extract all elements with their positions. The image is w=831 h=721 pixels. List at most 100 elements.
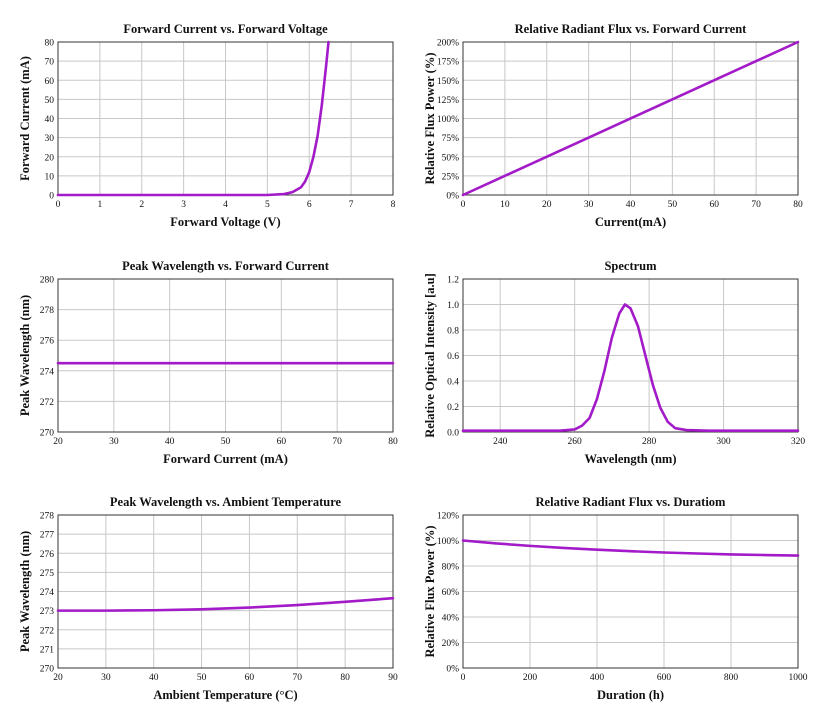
x-tick-label: 90	[388, 673, 398, 683]
x-tick-label: 0	[461, 200, 466, 210]
series-line	[461, 40, 800, 197]
y-axis-label: Peak Wavelength (nm)	[18, 295, 32, 416]
y-tick-label: 125%	[437, 96, 459, 106]
y-tick-label: 0%	[446, 192, 459, 202]
chart-2: 0 10 20 30 40 50 60 70 80 0% 25% 50% 75% 100% 125% 150%…	[423, 22, 803, 229]
x-tick-label: 320	[791, 437, 806, 447]
x-tick-label: 50	[197, 673, 207, 683]
chart-title: Forward Current vs. Forward Voltage	[123, 22, 328, 36]
y-tick-label: 120%	[437, 512, 459, 522]
y-tick-label: 20	[45, 153, 55, 163]
x-tick-label: 20	[53, 673, 63, 683]
y-tick-label: 60	[45, 77, 55, 87]
y-tick-label: 274	[40, 367, 55, 377]
x-tick-label: 80	[340, 673, 350, 683]
chart-title: Relative Radiant Flux vs. Duratiom	[536, 495, 727, 509]
y-tick-label: 200%	[437, 39, 459, 49]
x-tick-label: 50	[221, 437, 231, 447]
x-tick-label: 60	[710, 200, 720, 210]
y-axis-label: Relative Flux Power (%)	[423, 525, 437, 657]
y-tick-label: 150%	[437, 77, 459, 87]
plot-frame	[57, 278, 394, 433]
x-tick-label: 260	[568, 437, 583, 447]
x-tick-label: 300	[716, 437, 731, 447]
y-tick-label: 40%	[442, 614, 460, 624]
plot-frame	[462, 41, 799, 196]
x-tick-label: 80	[388, 437, 398, 447]
x-tick-label: 30	[101, 673, 111, 683]
x-axis-label: Current(mA)	[595, 215, 666, 229]
x-axis-label: Forward Current (mA)	[163, 452, 288, 466]
y-tick-label: 0.0	[447, 429, 459, 439]
x-tick-label: 40	[626, 200, 636, 210]
y-tick-label: 100%	[437, 115, 459, 125]
x-tick-label: 2	[139, 200, 144, 210]
x-tick-label: 240	[493, 437, 508, 447]
x-tick-label: 60	[245, 673, 255, 683]
plot-frame	[462, 514, 799, 669]
y-tick-label: 274	[40, 588, 55, 598]
y-tick-label: 277	[40, 531, 55, 541]
x-tick-label: 0	[56, 200, 61, 210]
y-tick-label: 50%	[442, 153, 460, 163]
x-tick-label: 8	[391, 200, 396, 210]
series-line	[56, 40, 330, 197]
x-tick-label: 20	[542, 200, 552, 210]
chart-title: Peak Wavelength vs. Ambient Temperature	[110, 495, 342, 509]
series-line	[461, 303, 800, 433]
chart-title: Peak Wavelength vs. Forward Current	[122, 259, 330, 273]
y-tick-label: 276	[40, 550, 55, 560]
y-tick-label: 272	[40, 398, 55, 408]
y-tick-label: 276	[40, 337, 55, 347]
y-tick-label: 0.6	[447, 352, 459, 362]
x-tick-label: 60	[277, 437, 287, 447]
y-tick-label: 75%	[442, 134, 460, 144]
x-tick-label: 200	[523, 673, 538, 683]
x-tick-label: 40	[149, 673, 159, 683]
y-axis-label: Peak Wavelength (nm)	[18, 531, 32, 652]
x-tick-label: 10	[500, 200, 510, 210]
y-tick-label: 40	[45, 115, 55, 125]
x-tick-label: 0	[461, 673, 466, 683]
x-tick-label: 40	[165, 437, 175, 447]
x-tick-label: 1	[98, 200, 103, 210]
y-tick-label: 0.2	[447, 403, 459, 413]
y-tick-label: 50	[45, 96, 55, 106]
y-axis-label: Relative Flux Power (%)	[423, 52, 437, 184]
y-axis-label: Forward Current (mA)	[18, 56, 32, 181]
y-tick-label: 1.2	[447, 276, 459, 286]
x-tick-label: 30	[109, 437, 119, 447]
x-tick-label: 5	[265, 200, 270, 210]
x-tick-label: 600	[657, 673, 672, 683]
x-tick-label: 3	[181, 200, 186, 210]
y-tick-label: 20%	[442, 639, 460, 649]
x-tick-label: 20	[53, 437, 63, 447]
series-line	[56, 596, 395, 612]
y-tick-label: 0%	[446, 665, 459, 675]
y-tick-label: 30	[45, 134, 55, 144]
x-tick-label: 70	[751, 200, 761, 210]
series-line	[461, 539, 800, 557]
plot-frame	[462, 278, 799, 433]
y-tick-label: 25%	[442, 172, 460, 182]
plot-frame	[57, 514, 394, 669]
y-tick-label: 272	[40, 626, 55, 636]
x-tick-label: 7	[349, 200, 354, 210]
y-tick-label: 271	[40, 645, 55, 655]
y-tick-label: 100%	[437, 537, 459, 547]
x-tick-label: 6	[307, 200, 312, 210]
y-tick-label: 1.0	[447, 301, 459, 311]
y-axis-label: Relative Optical Intensity [a.u]	[423, 273, 437, 438]
x-tick-label: 280	[642, 437, 657, 447]
x-tick-label: 70	[293, 673, 303, 683]
y-tick-label: 80	[45, 39, 55, 49]
y-tick-label: 270	[40, 429, 55, 439]
x-tick-label: 70	[332, 437, 342, 447]
y-tick-label: 278	[40, 512, 55, 522]
y-tick-label: 278	[40, 306, 55, 316]
y-tick-label: 175%	[437, 58, 459, 68]
x-axis-label: Duration (h)	[597, 688, 664, 702]
y-tick-label: 80%	[442, 563, 460, 573]
